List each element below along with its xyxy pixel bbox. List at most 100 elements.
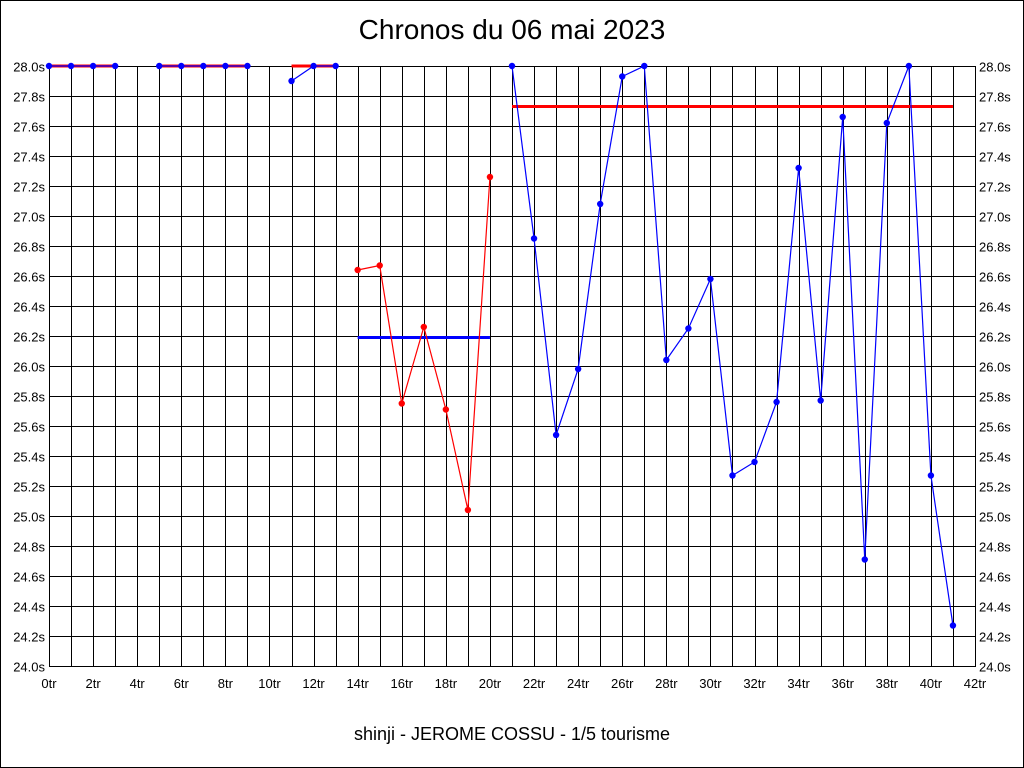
data-point bbox=[442, 406, 450, 413]
data-point bbox=[222, 62, 229, 70]
x-tick-label: 40tr bbox=[920, 676, 943, 691]
y-tick-label-right: 27.8s bbox=[979, 90, 1011, 105]
x-tick-label: 6tr bbox=[174, 676, 190, 691]
y-tick-label-right: 25.0s bbox=[979, 510, 1011, 525]
data-point bbox=[420, 323, 428, 331]
data-point bbox=[839, 113, 846, 121]
data-point bbox=[596, 200, 604, 208]
y-tick-label-left: 24.0s bbox=[13, 660, 45, 675]
data-point bbox=[464, 506, 472, 514]
data-point bbox=[707, 275, 714, 283]
series-line bbox=[357, 176, 491, 511]
data-point bbox=[773, 398, 780, 406]
y-tick-label-left: 26.2s bbox=[13, 330, 45, 345]
x-tick-label: 24tr bbox=[567, 676, 590, 691]
y-tick-label-left: 25.6s bbox=[13, 420, 45, 435]
y-tick-label-left: 27.8s bbox=[13, 90, 45, 105]
data-point bbox=[200, 62, 207, 70]
y-tick-label-right: 25.2s bbox=[979, 480, 1011, 495]
x-tick-label: 32tr bbox=[743, 676, 766, 691]
x-tick-label: 16tr bbox=[391, 676, 414, 691]
y-tick-label-right: 26.0s bbox=[979, 360, 1011, 375]
y-tick-label-left: 25.4s bbox=[13, 450, 45, 465]
data-point bbox=[67, 62, 75, 70]
y-tick-label-right: 27.2s bbox=[979, 180, 1011, 195]
y-tick-label-left: 25.8s bbox=[13, 390, 45, 405]
data-point bbox=[927, 472, 935, 479]
data-point bbox=[332, 62, 339, 70]
y-tick-label-right: 27.0s bbox=[979, 210, 1011, 225]
data-point bbox=[905, 62, 913, 70]
y-tick-label-left: 25.0s bbox=[13, 510, 45, 525]
y-tick-label-left: 24.2s bbox=[13, 630, 45, 645]
data-point bbox=[354, 266, 361, 274]
x-tick-label: 28tr bbox=[655, 676, 678, 691]
data-point bbox=[156, 62, 163, 70]
y-tick-label-left: 26.4s bbox=[13, 300, 45, 315]
x-tick-label: 22tr bbox=[523, 676, 546, 691]
y-tick-label-right: 28.0s bbox=[979, 60, 1011, 75]
data-point bbox=[663, 356, 670, 364]
y-tick-label-left: 27.2s bbox=[13, 180, 45, 195]
y-tick-label-left: 27.6s bbox=[13, 120, 45, 135]
x-tick-label: 36tr bbox=[832, 676, 855, 691]
y-tick-label-right: 27.6s bbox=[979, 120, 1011, 135]
data-point bbox=[288, 77, 295, 85]
data-point bbox=[949, 622, 957, 629]
x-tick-label: 2tr bbox=[86, 676, 102, 691]
x-tick-label: 34tr bbox=[787, 676, 810, 691]
y-tick-label-right: 24.6s bbox=[979, 570, 1011, 585]
data-point bbox=[817, 397, 824, 404]
chart-subtitle: shinji - JEROME COSSU - 1/5 tourisme bbox=[353, 724, 671, 744]
data-point bbox=[376, 262, 383, 269]
x-tick-label: 38tr bbox=[876, 676, 899, 691]
x-tick-label: 8tr bbox=[218, 676, 234, 691]
y-tick-label-right: 27.4s bbox=[979, 150, 1011, 165]
data-point bbox=[641, 62, 648, 70]
x-tick-label: 0tr bbox=[41, 676, 57, 691]
data-point bbox=[729, 472, 736, 479]
y-tick-label-left: 27.4s bbox=[13, 150, 45, 165]
x-tick-label: 30tr bbox=[699, 676, 722, 691]
x-tick-label: 10tr bbox=[258, 676, 281, 691]
y-tick-label-right: 24.4s bbox=[979, 600, 1011, 615]
y-tick-label-right: 26.6s bbox=[979, 270, 1011, 285]
data-point bbox=[45, 62, 53, 70]
y-tick-label-left: 26.8s bbox=[13, 240, 45, 255]
y-tick-label-right: 25.8s bbox=[979, 390, 1011, 405]
y-tick-label-left: 27.0s bbox=[13, 210, 45, 225]
y-tick-label-left: 28.0s bbox=[13, 60, 45, 75]
x-tick-label: 42tr bbox=[964, 676, 987, 691]
y-tick-label-right: 24.2s bbox=[979, 630, 1011, 645]
y-tick-label-left: 26.6s bbox=[13, 270, 45, 285]
y-tick-label-right: 26.4s bbox=[979, 300, 1011, 315]
y-tick-label-left: 26.0s bbox=[13, 360, 45, 375]
data-point bbox=[685, 325, 692, 332]
data-point bbox=[619, 73, 626, 80]
data-point bbox=[111, 62, 119, 70]
data-point bbox=[751, 458, 758, 466]
data-point bbox=[883, 119, 891, 127]
y-tick-label-left: 25.2s bbox=[13, 480, 45, 495]
y-tick-label-right: 24.0s bbox=[979, 660, 1011, 675]
data-point bbox=[552, 431, 560, 439]
x-tick-label: 14tr bbox=[346, 676, 369, 691]
x-tick-label: 18tr bbox=[435, 676, 458, 691]
data-point bbox=[508, 62, 516, 70]
data-point bbox=[486, 173, 494, 181]
data-point bbox=[89, 62, 97, 70]
data-point bbox=[795, 164, 802, 172]
y-tick-label-right: 26.2s bbox=[979, 330, 1011, 345]
y-tick-label-left: 24.4s bbox=[13, 600, 45, 615]
y-tick-label-right: 26.8s bbox=[979, 240, 1011, 255]
data-point bbox=[861, 556, 868, 563]
x-tick-label: 20tr bbox=[479, 676, 502, 691]
data-point bbox=[178, 62, 185, 70]
x-tick-label: 26tr bbox=[611, 676, 634, 691]
data-point bbox=[574, 365, 582, 373]
y-tick-label-right: 24.8s bbox=[979, 540, 1011, 555]
x-tick-label: 12tr bbox=[302, 676, 325, 691]
y-tick-label-right: 25.4s bbox=[979, 450, 1011, 465]
data-point bbox=[398, 400, 405, 407]
